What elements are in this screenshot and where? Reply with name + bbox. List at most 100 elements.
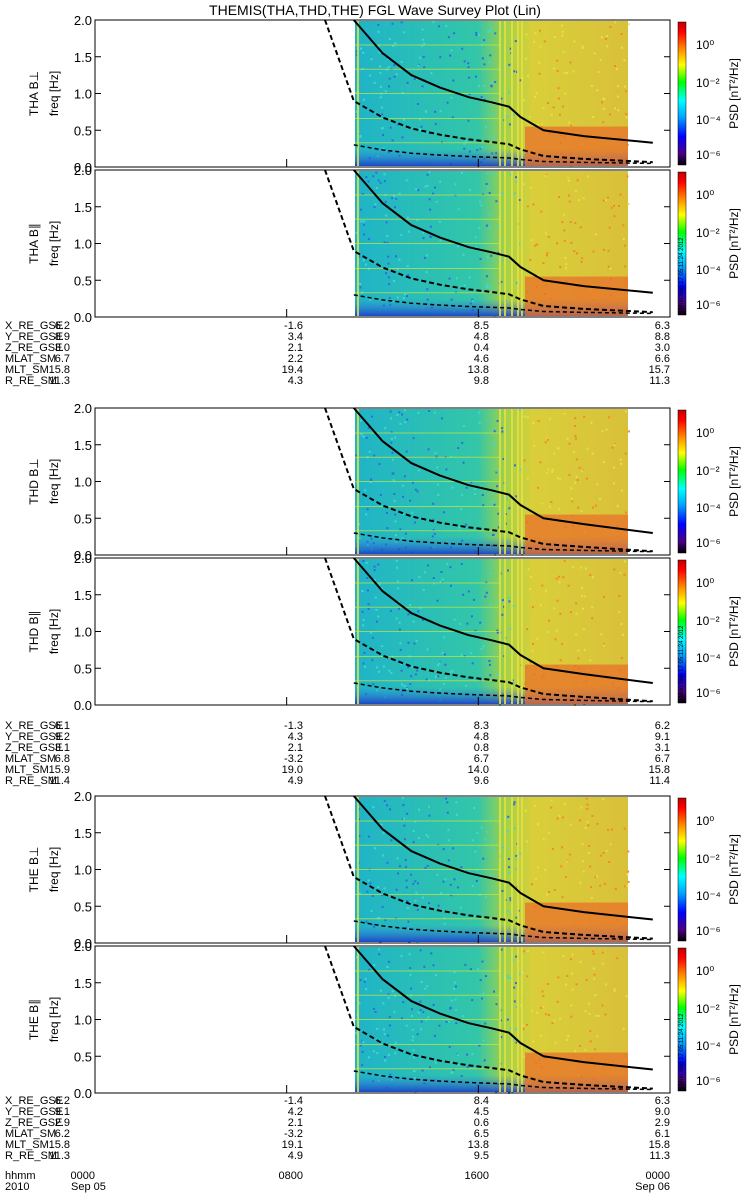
spectrogram-pixel: [526, 416, 529, 419]
spectrogram-pixel: [537, 486, 540, 489]
spectrogram-pixel: [416, 219, 419, 222]
spectrogram-pixel: [405, 886, 408, 889]
spectrogram-pixel: [580, 260, 583, 263]
spectrogram-pixel: [379, 65, 382, 68]
spectrogram-pixel: [414, 488, 417, 491]
spectrogram-pixel: [386, 804, 389, 807]
orbit-value: -1.3: [284, 720, 303, 732]
orbit-row: MLAT_SM 6.8 -3.2 6.7 6.7: [0, 754, 750, 765]
spectrogram-pixel: [584, 1049, 587, 1052]
spectrogram-pixel: [573, 40, 576, 43]
orbit-value: 0.4: [473, 342, 489, 354]
spectrogram-pixel: [617, 85, 620, 88]
spectrogram-pixel: [559, 265, 562, 268]
spectrogram-pixel: [492, 136, 495, 139]
colorbar-label: PSD [nT²/Hz]: [727, 446, 741, 517]
spectrogram-pixel: [448, 1045, 451, 1048]
spectrogram-pixel: [402, 513, 405, 516]
spectrogram-pixel: [618, 595, 621, 598]
spectrogram-pixel: [595, 504, 597, 507]
spectrogram-pixel: [539, 45, 542, 48]
spectrogram-pixel: [441, 652, 444, 654]
spectrogram-pixel: [538, 72, 541, 75]
spectrogram-pixel: [581, 587, 584, 590]
spectrogram-pixel: [453, 981, 456, 984]
spectrogram-pixel: [622, 1027, 625, 1030]
spectrogram-pixel: [483, 1059, 486, 1062]
spectrogram-pixel: [369, 478, 372, 481]
spectrogram-pixel: [359, 135, 362, 138]
spectrogram-pixel: [362, 220, 365, 223]
spectrogram-pixel: [416, 669, 419, 672]
spectrogram-pixel: [450, 96, 453, 99]
spectrogram-pixel: [358, 834, 361, 837]
spectrogram-pixel: [580, 469, 583, 472]
spectrogram-pixel: [561, 896, 564, 899]
spectrogram-pixel: [569, 958, 572, 961]
spectrogram-pixel: [409, 604, 412, 606]
spectrogram-pixel: [622, 238, 625, 240]
orbit-row: MLT_SM 15.8 19.1 13.8 15.8: [0, 1140, 750, 1151]
spectrogram-pixel: [624, 452, 627, 455]
spectrogram-pixel: [432, 577, 435, 579]
y-axis-label: freq [Hz]: [47, 71, 61, 116]
spectrogram-pixel: [583, 703, 586, 706]
spectrogram-pixel: [455, 801, 458, 804]
spectrogram-pixel: [595, 1014, 598, 1017]
y-tick-label: 2.0: [74, 551, 92, 566]
spectrogram-pixel: [508, 63, 511, 66]
spectrogram-pixel: [532, 1040, 535, 1043]
orbit-row: MLAT_SM 6.2 -3.2 6.5 6.1: [0, 1129, 750, 1140]
spectrogram-pixel: [360, 220, 363, 223]
spectrogram-pixel: [373, 578, 376, 581]
spectrogram-pixel: [544, 174, 547, 177]
spectrogram-pixel: [561, 30, 564, 33]
spectrogram-pixel: [389, 410, 392, 413]
spectrogram-pixel: [539, 604, 542, 607]
spectrogram-pixel: [507, 858, 510, 860]
spectrogram-pixel: [483, 39, 486, 42]
spectrogram-pixel: [551, 1022, 554, 1025]
spectrogram-pixel: [471, 885, 474, 887]
orbit-value: 6.7: [654, 753, 670, 765]
spectrogram-pixel: [579, 881, 582, 884]
spectrogram-pixel: [580, 510, 583, 512]
spectrogram-pixel: [365, 988, 368, 991]
spectrogram-pixel: [522, 1028, 525, 1031]
spectrogram-pixel: [387, 993, 390, 996]
spectrogram-pixel: [379, 941, 382, 944]
spectrogram-pixel: [449, 883, 452, 886]
spectrogram-pixel: [563, 239, 566, 242]
fce-curve: [353, 945, 653, 1071]
spectrogram-pixel: [364, 977, 367, 980]
spectrogram-pixel: [585, 797, 588, 800]
spectrogram-pixel: [380, 106, 383, 109]
orbit-row: MLT_SM 15.9 19.0 14.0 15.8: [0, 765, 750, 776]
colorbar-tick-label: 10⁻⁴: [696, 263, 721, 277]
spectrogram-pixel: [389, 609, 392, 612]
spectrogram-pixel: [400, 955, 403, 958]
spectrogram-pixel: [620, 489, 623, 492]
spectrogram-pixel: [581, 594, 583, 597]
spectrogram-pixel: [470, 615, 473, 618]
spectrogram-pixel: [475, 75, 477, 78]
spectrogram-pixel: [553, 607, 556, 610]
spectrogram-pixel: [585, 477, 588, 480]
orbit-row-label: Y_RE_GSE: [5, 331, 64, 343]
spectrogram-pixel: [369, 481, 372, 484]
spectrogram-pixel: [384, 90, 387, 93]
spectrogram-pixel: [501, 599, 504, 602]
colorbar-label: PSD [nT²/Hz]: [727, 58, 741, 129]
spectrogram-pixel: [474, 850, 477, 853]
spectrogram-pixel: [468, 76, 471, 79]
spectrogram-pixel: [402, 484, 405, 487]
spectrogram-pixel: [594, 994, 597, 997]
spectrogram-pixel: [627, 850, 630, 853]
spectrogram-pixel: [568, 442, 571, 445]
colorbar-tick-label: 10⁻⁶: [696, 924, 721, 938]
spectrogram-pixel: [373, 81, 376, 84]
spectrogram-pixel: [546, 983, 549, 985]
fce-curve: [353, 407, 653, 534]
spectrogram-pixel: [593, 1048, 596, 1051]
spectrogram-pixel: [561, 846, 563, 849]
